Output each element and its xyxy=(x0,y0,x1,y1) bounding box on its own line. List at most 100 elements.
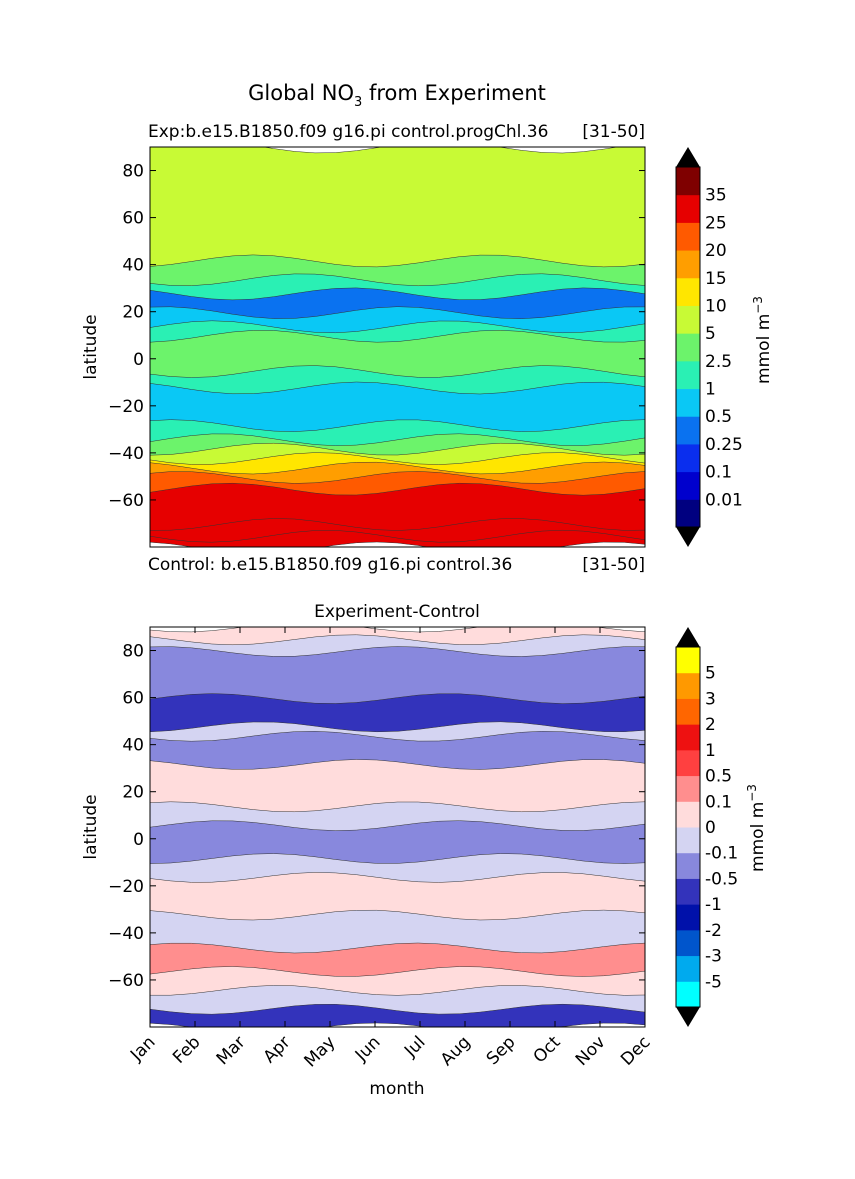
top-footer-right: [31-50] xyxy=(582,555,645,575)
y-tick-label: 0 xyxy=(133,830,144,850)
y-tick-label: 40 xyxy=(122,256,144,276)
colorbar-tick-label: 2.5 xyxy=(705,352,732,372)
colorbar-swatch xyxy=(676,801,700,828)
x-tick-label: Jul xyxy=(400,1032,429,1061)
colorbar-tick-label: 0.1 xyxy=(705,463,732,483)
colorbar-tick-label: 1 xyxy=(705,380,716,400)
colorbar-extend-min xyxy=(676,527,700,547)
colorbar-extend-min xyxy=(676,1007,700,1027)
colorbar-swatch xyxy=(676,904,700,931)
colorbar-tick-label: 0.5 xyxy=(705,407,732,427)
colorbar-tick-label: 0.1 xyxy=(705,792,732,812)
contour-band xyxy=(150,627,645,646)
y-tick-label: −60 xyxy=(108,491,144,511)
colorbar-swatch xyxy=(676,878,700,905)
y-tick-label: 60 xyxy=(122,209,144,229)
y-tick-label: 80 xyxy=(122,162,144,182)
colorbar-swatch xyxy=(676,672,700,699)
y-tick-label: −40 xyxy=(108,924,144,944)
colorbar-tick-label: -1 xyxy=(705,895,722,915)
colorbar-tick-label: 0.25 xyxy=(705,435,743,455)
x-tick-label: Sep xyxy=(483,1032,520,1069)
colorbar-swatch xyxy=(676,981,700,1008)
colorbar-swatch xyxy=(676,724,700,751)
colorbar-swatch xyxy=(676,698,700,725)
colorbar-extend-max xyxy=(676,147,700,167)
colorbar-swatch xyxy=(676,388,700,417)
y-tick-label: 80 xyxy=(122,642,144,662)
colorbar-tick-label: -0.1 xyxy=(705,844,738,864)
colorbar-tick-label: 15 xyxy=(705,269,727,289)
top-ylabel: latitude xyxy=(81,314,101,379)
contour-band xyxy=(150,147,645,268)
colorbar-tick-label: 35 xyxy=(705,186,727,206)
y-tick-label: 0 xyxy=(133,350,144,370)
bottom-contour-plot xyxy=(150,627,645,1027)
colorbar-swatch xyxy=(676,471,700,500)
y-tick-label: 40 xyxy=(122,736,144,756)
top-subtitle-left: Exp:b.e15.B1850.f09 g16.pi control.progC… xyxy=(148,122,548,142)
colorbar-extend-max xyxy=(676,627,700,647)
colorbar-swatch xyxy=(676,250,700,279)
colorbar-tick-label: -3 xyxy=(705,947,722,967)
colorbar-swatch xyxy=(676,222,700,251)
colorbar-swatch xyxy=(676,443,700,473)
colorbar-swatch xyxy=(676,827,700,854)
top-subtitle-right: [31-50] xyxy=(582,122,645,142)
top-colorbar-label: mmol m−3 xyxy=(751,296,774,384)
x-tick-label: Feb xyxy=(169,1032,204,1067)
y-tick-label: −20 xyxy=(108,397,144,417)
colorbar-swatch xyxy=(676,852,700,879)
y-tick-label: 20 xyxy=(122,783,144,803)
x-tick-label: Apr xyxy=(260,1032,295,1067)
colorbar-tick-label: -2 xyxy=(705,921,722,941)
y-tick-label: −40 xyxy=(108,444,144,464)
colorbar-tick-label: -5 xyxy=(705,972,722,992)
y-tick-label: 20 xyxy=(122,303,144,323)
bottom-ylabel: latitude xyxy=(81,794,101,859)
figure-title: Global NO3 from Experiment xyxy=(248,81,546,110)
colorbar-swatch xyxy=(676,499,700,528)
bottom-title: Experiment-Control xyxy=(314,602,480,622)
colorbar-swatch xyxy=(676,305,700,334)
colorbar-tick-label: 5 xyxy=(705,324,716,344)
colorbar-swatch xyxy=(676,333,700,362)
x-tick-label: Mar xyxy=(213,1032,250,1069)
colorbar-tick-label: 0.01 xyxy=(705,490,743,510)
top-y-axis: 80 60 40 20 0 −20 −40 −60 xyxy=(108,162,645,511)
colorbar-frame xyxy=(675,646,701,1008)
colorbar-swatch xyxy=(676,277,700,306)
y-tick-label: −60 xyxy=(108,971,144,991)
x-tick-label: Dec xyxy=(617,1032,654,1069)
colorbar-swatch xyxy=(676,416,700,445)
colorbar-swatch xyxy=(676,929,700,957)
colorbar-frame xyxy=(675,166,701,528)
top-plot-frame xyxy=(149,146,646,548)
top-colorbar: 35 25 20 15 10 5 2.5 1 0.5 0.25 0.1 0.01 xyxy=(675,147,743,547)
colorbar-swatch xyxy=(676,749,700,777)
colorbar-tick-label: 0.5 xyxy=(705,767,732,787)
colorbar-tick-label: 25 xyxy=(705,213,727,233)
colorbar-tick-label: 20 xyxy=(705,241,727,261)
colorbar-tick-label: -0.5 xyxy=(705,869,738,889)
bottom-plot-frame xyxy=(149,626,646,1028)
x-tick-label: Jun xyxy=(351,1032,385,1066)
x-tick-label: Oct xyxy=(530,1032,565,1067)
colorbar-tick-label: 3 xyxy=(705,689,716,709)
y-tick-label: 60 xyxy=(122,689,144,709)
x-tick-label: Jan xyxy=(126,1032,159,1065)
colorbar-swatch xyxy=(676,647,700,674)
colorbar-tick-label: 2 xyxy=(705,715,716,735)
bottom-colorbar-label: mmol m−3 xyxy=(745,784,768,872)
top-footer-left: Control: b.e15.B1850.f09 g16.pi control.… xyxy=(148,555,512,575)
colorbar-tick-label: 5 xyxy=(705,664,716,684)
colorbar-tick-label: 10 xyxy=(705,296,727,316)
colorbar-swatch xyxy=(676,167,700,196)
colorbar-swatch xyxy=(676,194,700,223)
colorbar-tick-label: 0 xyxy=(705,818,716,838)
x-tick-label: Aug xyxy=(437,1032,475,1070)
colorbar-swatch xyxy=(676,360,700,390)
colorbar-swatch xyxy=(676,775,700,802)
bottom-colorbar: 5 3 2 1 0.5 0.1 0 -0.1 -0.5 -1 -2 -3 -5 xyxy=(675,627,738,1027)
